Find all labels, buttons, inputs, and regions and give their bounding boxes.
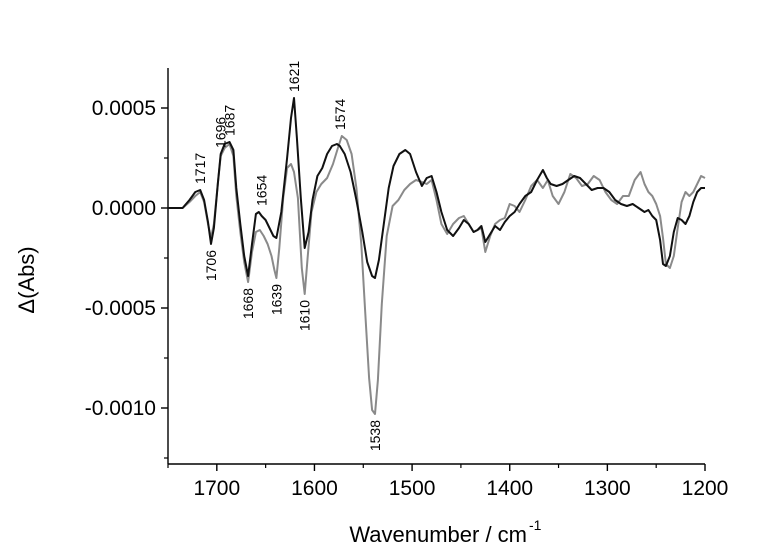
peak-label-1706: 1706: [203, 250, 219, 281]
peak-label-1538: 1538: [367, 420, 383, 451]
peak-label-1687: 1687: [222, 105, 238, 136]
axes: [167, 68, 705, 465]
x-axis-title: Wavenumber / cm: [349, 522, 527, 547]
peak-label-1654: 1654: [254, 175, 270, 206]
peak-label-1668: 1668: [240, 288, 256, 319]
x-tick-label: 1500: [389, 477, 436, 500]
peak-label-1621: 1621: [286, 61, 302, 92]
peak-label-1574: 1574: [332, 99, 348, 130]
axis-ticks: 1700 1600 1500 1400 1300 1200 0.0005 0.0000 -0.0…: [85, 97, 729, 500]
x-tick-label: 1400: [486, 477, 533, 500]
series-line-1: [168, 97, 705, 279]
y-tick-label: -0.0005: [85, 297, 156, 320]
y-tick-label: 0.0005: [92, 97, 156, 120]
peak-label-1639: 1639: [268, 284, 284, 315]
series-lines: [168, 97, 706, 415]
peak-label-1717: 1717: [192, 153, 208, 184]
x-tick-label: 1200: [682, 477, 729, 500]
y-tick-label: 0.0000: [92, 197, 156, 220]
series-line-2: [168, 135, 706, 415]
x-tick-label: 1700: [193, 477, 240, 500]
x-axis-title-superscript: -1: [529, 517, 542, 533]
y-tick-label: -0.0010: [85, 397, 156, 420]
peak-label-1696: 1696: [213, 117, 229, 148]
x-tick-label: 1600: [291, 477, 338, 500]
y-axis-title: Δ(Abs): [14, 246, 39, 313]
x-tick-label: 1300: [584, 477, 631, 500]
peak-label-1610: 1610: [297, 300, 313, 331]
